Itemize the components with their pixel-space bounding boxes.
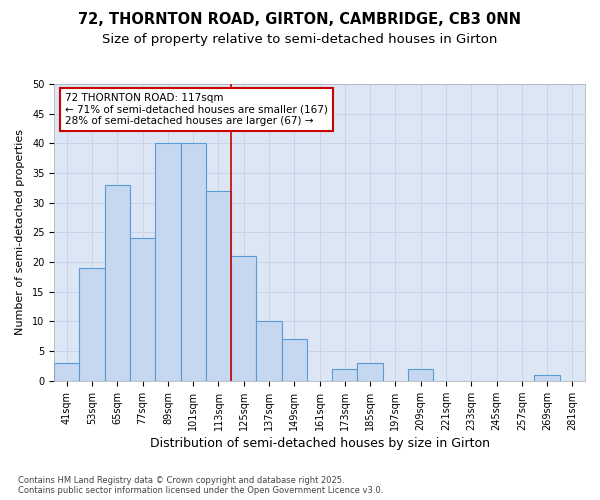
Bar [281, 340, 307, 381]
Text: 72, THORNTON ROAD, GIRTON, CAMBRIDGE, CB3 0NN: 72, THORNTON ROAD, GIRTON, CAMBRIDGE, CB… [79, 12, 521, 28]
Bar [256, 322, 281, 381]
Bar [231, 256, 256, 381]
Bar [358, 363, 383, 381]
Bar [130, 238, 155, 381]
Bar [54, 363, 79, 381]
Bar [206, 191, 231, 381]
Bar [535, 375, 560, 381]
X-axis label: Distribution of semi-detached houses by size in Girton: Distribution of semi-detached houses by … [149, 437, 490, 450]
Bar [105, 185, 130, 381]
Bar [79, 268, 105, 381]
Bar [408, 369, 433, 381]
Bar [181, 144, 206, 381]
Text: Size of property relative to semi-detached houses in Girton: Size of property relative to semi-detach… [103, 32, 497, 46]
Text: 72 THORNTON ROAD: 117sqm
← 71% of semi-detached houses are smaller (167)
28% of : 72 THORNTON ROAD: 117sqm ← 71% of semi-d… [65, 93, 328, 126]
Bar [155, 144, 181, 381]
Text: Contains HM Land Registry data © Crown copyright and database right 2025.
Contai: Contains HM Land Registry data © Crown c… [18, 476, 383, 495]
Bar [332, 369, 358, 381]
Y-axis label: Number of semi-detached properties: Number of semi-detached properties [15, 130, 25, 336]
